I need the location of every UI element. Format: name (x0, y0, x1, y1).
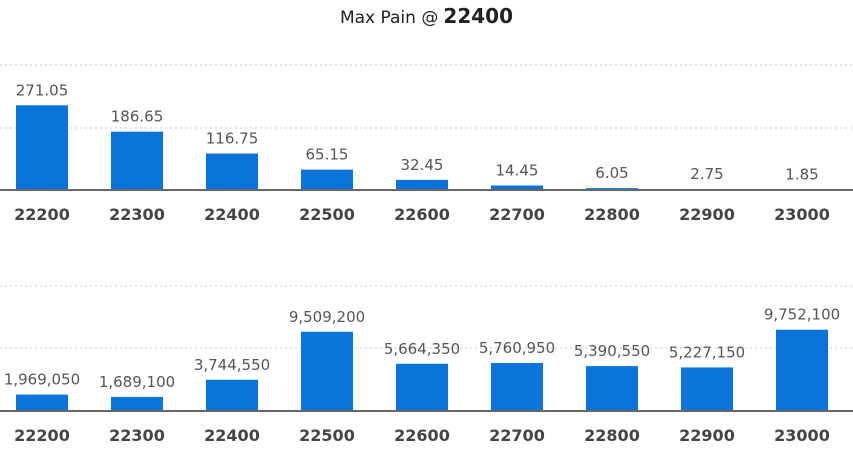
top-bar-22700 (491, 185, 543, 190)
bottom-bar-chart: 1,969,050 22200 1,689,100 22300 3,744,550 224… (0, 285, 853, 445)
bottom-tick-label-22700: 22700 (489, 426, 545, 445)
top-bar-22600 (396, 179, 448, 190)
top-data-label-22200: 271.05 (16, 81, 69, 99)
top-tick-label-22900: 22900 (679, 205, 735, 224)
bottom-bar-22300 (111, 396, 163, 411)
bottom-bar-22900 (681, 367, 733, 411)
top-bar-22400 (206, 153, 258, 190)
bottom-data-label-22300: 1,689,100 (99, 373, 175, 391)
top-data-label-22600: 32.45 (401, 156, 444, 174)
bottom-tick-label-22800: 22800 (584, 426, 640, 445)
bottom-data-label-22700: 5,760,950 (479, 339, 555, 357)
bottom-bar-22600 (396, 363, 448, 411)
bottom-bar-22700 (491, 362, 543, 411)
bottom-bar-22200 (16, 394, 68, 411)
top-data-label-22800: 6.05 (595, 164, 628, 182)
top-tick-label-22800: 22800 (584, 205, 640, 224)
max-pain-value: 22400 (443, 4, 514, 28)
bottom-data-label-22900: 5,227,150 (669, 343, 745, 361)
bottom-tick-label-23000: 23000 (774, 426, 830, 445)
max-pain-label: Max Pain @ (339, 8, 439, 28)
bottom-bar-22400 (206, 379, 258, 411)
top-data-label-22700: 14.45 (496, 161, 539, 179)
bottom-data-label-22800: 5,390,550 (574, 342, 650, 360)
top-bar-22200 (16, 105, 68, 190)
bottom-tick-label-22400: 22400 (204, 426, 260, 445)
top-data-label-22900: 2.75 (690, 165, 723, 183)
top-tick-label-22600: 22600 (394, 205, 450, 224)
chart-title: Max Pain @ 22400 (0, 4, 853, 28)
top-data-label-22300: 186.65 (111, 108, 164, 126)
top-tick-label-22400: 22400 (204, 205, 260, 224)
top-bar-22300 (111, 131, 163, 190)
bottom-data-label-22400: 3,744,550 (194, 356, 270, 374)
top-tick-label-23000: 23000 (774, 205, 830, 224)
bottom-bar-23000 (776, 329, 828, 411)
bottom-tick-label-22200: 22200 (14, 426, 70, 445)
top-data-label-22400: 116.75 (206, 130, 259, 148)
bottom-tick-label-22500: 22500 (299, 426, 355, 445)
top-tick-label-22200: 22200 (14, 205, 70, 224)
bottom-data-label-22500: 9,509,200 (289, 308, 365, 326)
bottom-data-label-22200: 1,969,050 (4, 371, 80, 389)
bottom-tick-label-22900: 22900 (679, 426, 735, 445)
bottom-data-label-22600: 5,664,350 (384, 340, 460, 358)
top-data-label-23000: 1.85 (785, 165, 818, 183)
bottom-data-label-23000: 9,752,100 (764, 306, 840, 324)
top-bar-chart: 271.05 22200 186.65 22300 116.75 22400 65.15 22… (0, 64, 853, 224)
top-tick-label-22300: 22300 (109, 205, 165, 224)
bottom-bar-22800 (586, 366, 638, 411)
top-data-label-22500: 65.15 (306, 146, 349, 164)
bottom-tick-label-22600: 22600 (394, 426, 450, 445)
bottom-bar-22500 (301, 331, 353, 411)
top-tick-label-22700: 22700 (489, 205, 545, 224)
top-tick-label-22500: 22500 (299, 205, 355, 224)
bottom-tick-label-22300: 22300 (109, 426, 165, 445)
top-bar-22500 (301, 169, 353, 190)
